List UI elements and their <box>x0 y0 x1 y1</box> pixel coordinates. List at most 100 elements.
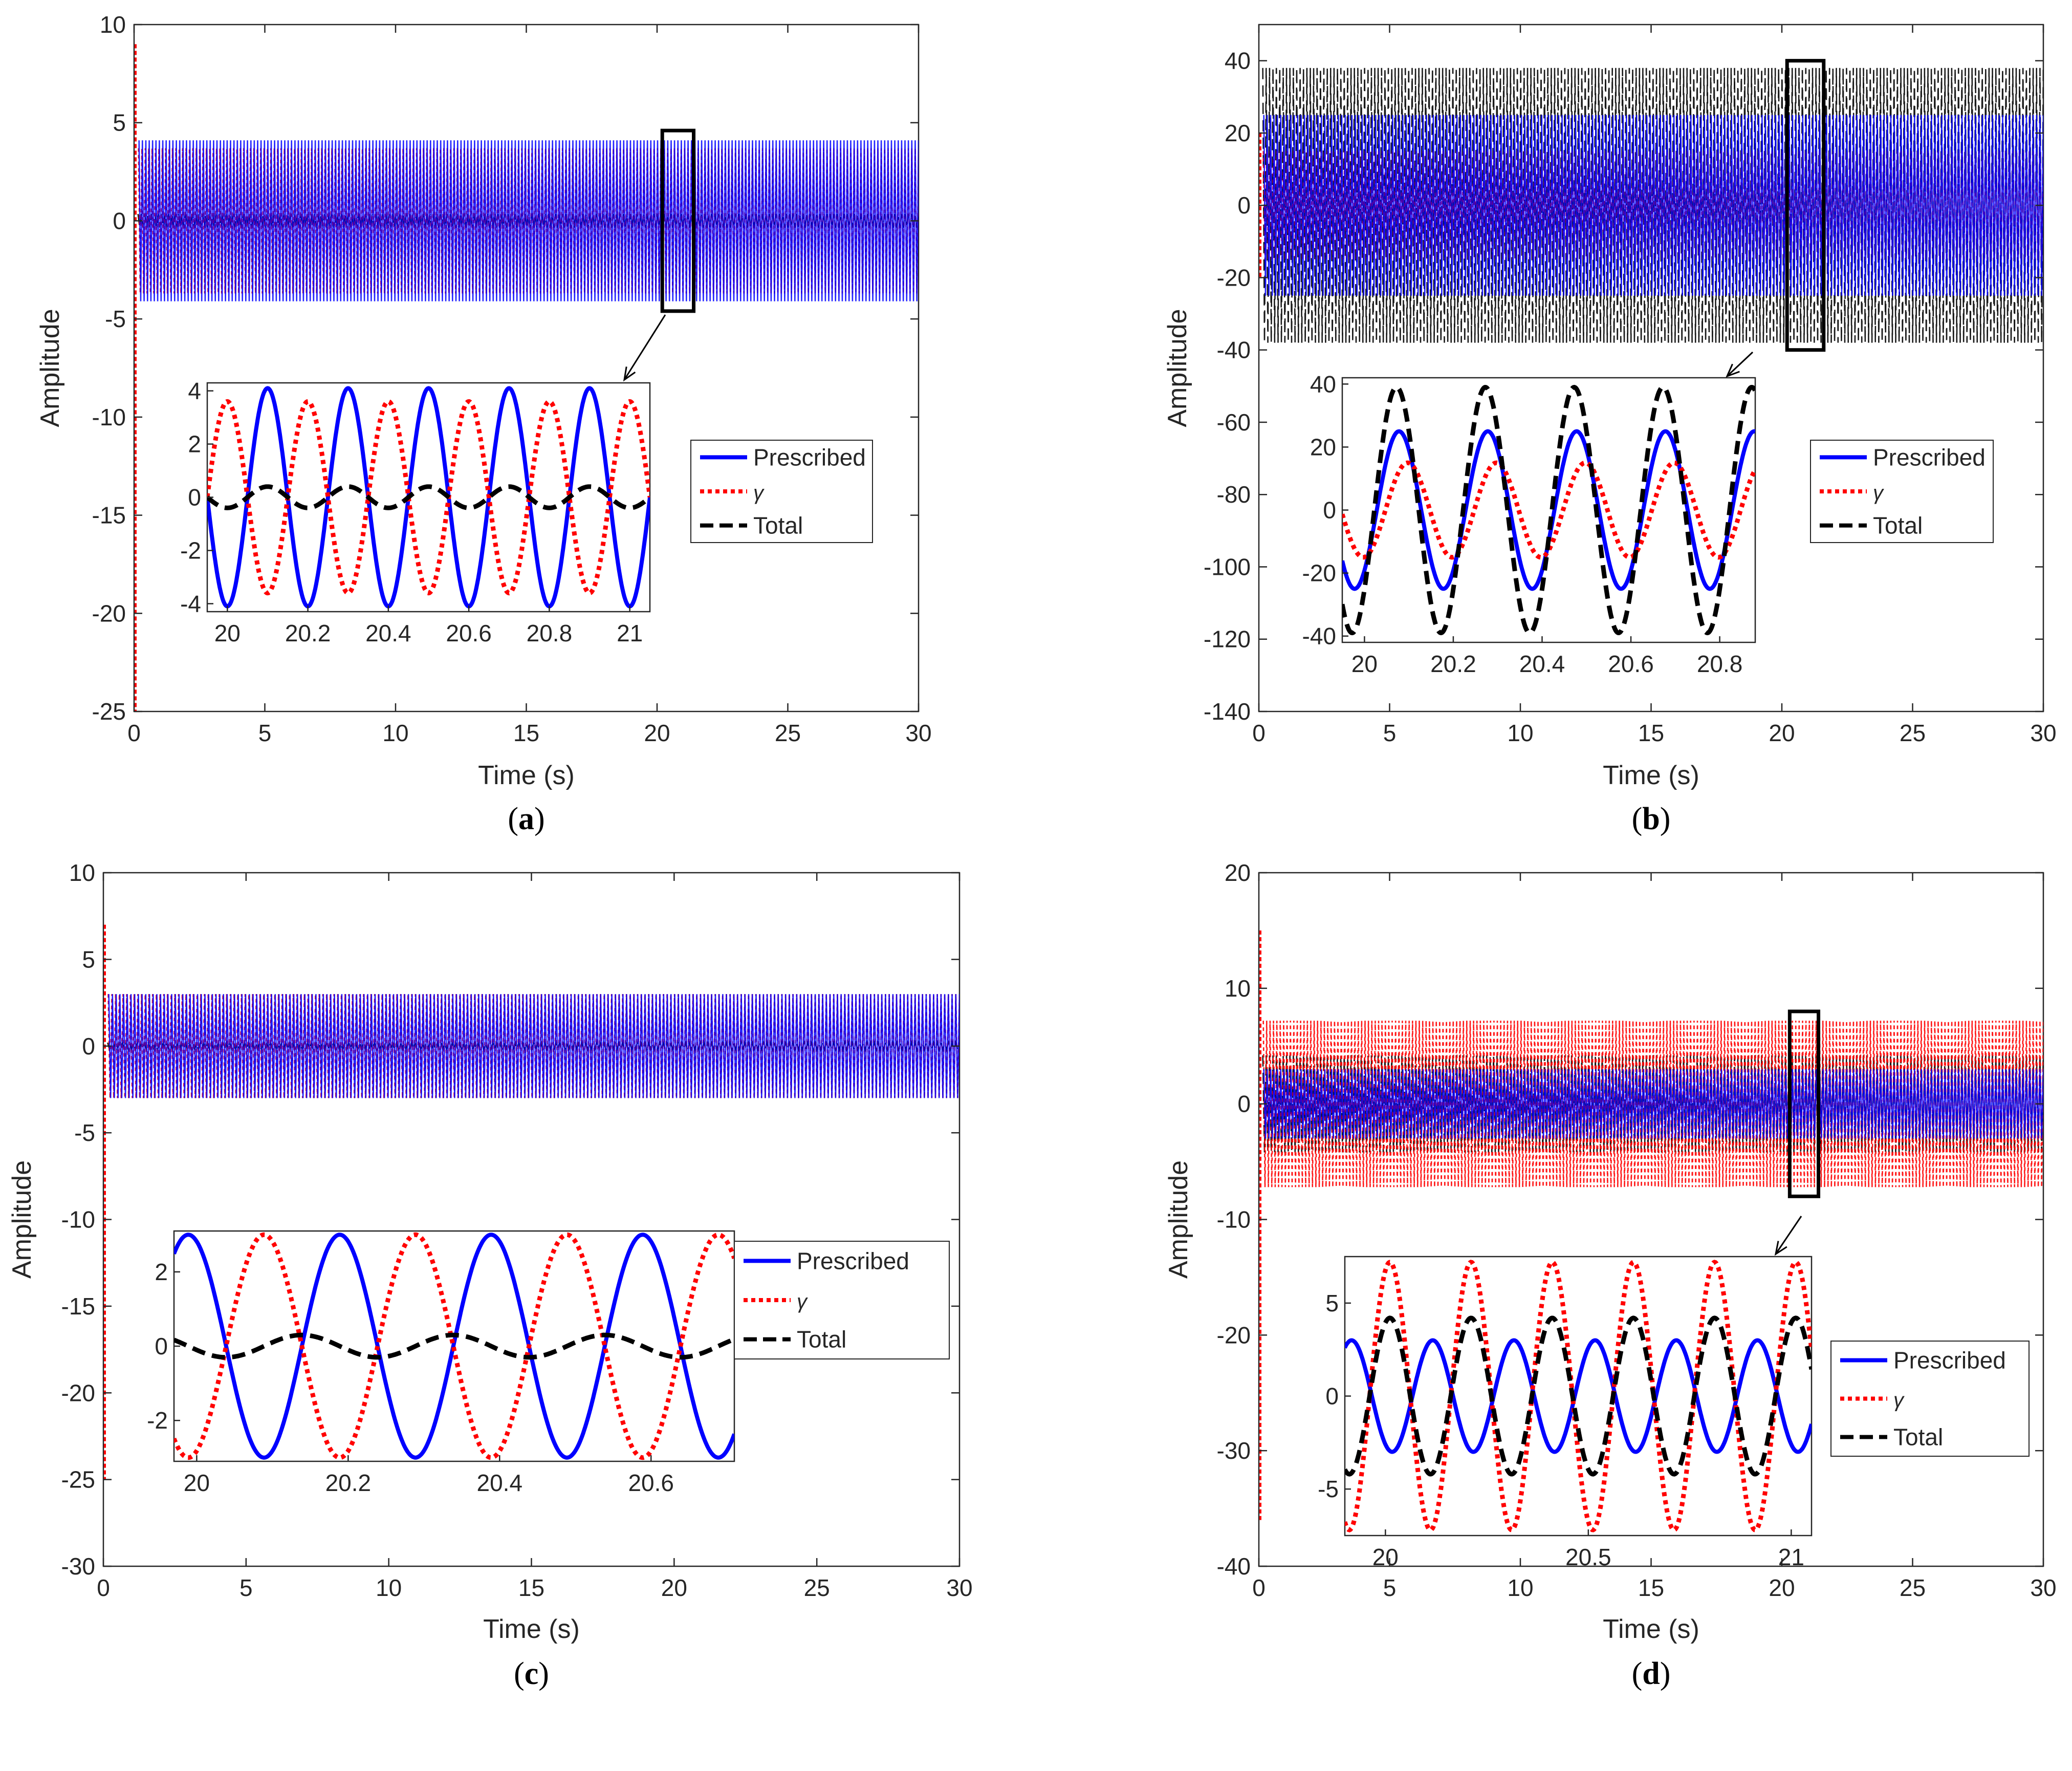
legend: Prescribed γ Total <box>734 1241 950 1359</box>
inset-series-total <box>207 484 650 510</box>
x-tick-label: 15 <box>513 720 539 746</box>
legend-label-gamma: γ <box>1893 1389 1905 1412</box>
chart-panel-b: 0 5 10 15 20 25 30 40 20 0 -20 -40 -60 -80 -100 -120 -14… <box>1163 24 2057 836</box>
inset-x-tick-label: 20 <box>214 620 241 646</box>
inset-series-group <box>1342 384 1755 636</box>
legend-label-total: Total <box>1893 1424 1943 1451</box>
x-tick-label: 0 <box>127 720 141 746</box>
zoom-arrow-head <box>1726 363 1740 378</box>
inset-x-tick-label: 21 <box>617 620 643 646</box>
inset-series-gamma <box>174 1232 734 1460</box>
y-tick-label: 5 <box>82 946 95 973</box>
legend-label-prescribed: Prescribed <box>1873 444 1986 470</box>
y-tick-label: 10 <box>1225 975 1251 1002</box>
inset-y-tick-label: -4 <box>180 590 201 617</box>
x-tick-label: 25 <box>775 720 801 746</box>
x-tick-label: 5 <box>239 1574 253 1601</box>
legend: Prescribed γ Total <box>690 440 873 543</box>
y-tick-label: 10 <box>69 859 95 886</box>
inset-x-tick-label: 20.4 <box>477 1470 523 1496</box>
x-tick-label: 10 <box>376 1574 402 1601</box>
x-tick-label: 25 <box>804 1574 830 1601</box>
x-tick-label: 20 <box>1769 720 1795 746</box>
inset-x-tick-label: 20.2 <box>1430 651 1476 677</box>
inset-plot: 20 20.5 21 5 0 -5 <box>1318 1256 1813 1570</box>
inset-x-tick-label: 21 <box>1778 1544 1804 1570</box>
y-tick-label: 20 <box>1225 859 1251 886</box>
zoom-arrow <box>623 314 666 380</box>
inset-x-tick-label: 20 <box>184 1470 210 1496</box>
panel-caption-letter: d <box>1642 1656 1660 1691</box>
inset-series-group <box>1345 1260 1812 1532</box>
x-axis-label: Time (s) <box>483 1614 580 1644</box>
series-line-prescribed <box>108 994 959 1098</box>
legend: Prescribed γ Total <box>1810 440 1994 543</box>
legend-label-prescribed: Prescribed <box>753 444 866 470</box>
legend-label-total: Total <box>797 1326 846 1353</box>
panel-caption-letter: c <box>525 1656 539 1691</box>
y-tick-label: 0 <box>113 207 126 234</box>
y-axis-label: Amplitude <box>35 309 65 427</box>
y-tick-label: 40 <box>1225 48 1251 74</box>
zoom-arrow <box>1775 1216 1802 1255</box>
inset-series-group <box>174 1232 734 1460</box>
legend-label-total: Total <box>753 512 803 539</box>
inset-x-tick-label: 20.8 <box>527 620 573 646</box>
inset-series-total <box>1342 384 1755 636</box>
x-tick-label: 20 <box>1769 1574 1795 1601</box>
inset-series-group <box>207 386 650 609</box>
inset-x-tick-label: 20.6 <box>1608 651 1654 677</box>
series-line-prescribed <box>138 140 919 301</box>
inset-y-tick-label: 20 <box>1310 434 1336 460</box>
y-tick-label: 20 <box>1225 120 1251 146</box>
zoom-arrow-head <box>1774 1241 1787 1256</box>
legend-label-total: Total <box>1873 512 1923 539</box>
x-tick-label: 5 <box>1383 720 1397 746</box>
inset-series-gamma <box>207 399 650 596</box>
zoom-box <box>1785 59 1826 352</box>
y-tick-label: -10 <box>92 404 126 430</box>
panel-caption: (b) <box>1632 802 1671 836</box>
y-tick-label: -120 <box>1204 626 1251 653</box>
y-tick-label: 5 <box>113 110 126 136</box>
inset-y-tick-label: 2 <box>155 1259 168 1285</box>
inset-y-tick-label: 0 <box>1323 497 1336 524</box>
inset-frame <box>206 382 651 613</box>
inset-x-tick-label: 20 <box>1372 1544 1399 1570</box>
y-tick-label: -40 <box>1217 1553 1251 1580</box>
inset-y-tick-label: -5 <box>1318 1476 1339 1502</box>
y-tick-label: -100 <box>1204 553 1251 580</box>
inset-plot: 20 20.2 20.4 20.620-2 <box>147 1230 735 1496</box>
x-tick-label: 15 <box>518 1574 544 1601</box>
chart-panel-d: 0 5 10 15 20 25 30 20 10 0 -10 -20 -30 -40 Time (s) Amp… <box>1164 859 2057 1691</box>
inset-x-tick-label: 20.2 <box>325 1470 372 1496</box>
inset-series-gamma <box>1345 1260 1812 1532</box>
panel-caption: (a) <box>508 802 544 836</box>
zoom-box <box>660 128 696 313</box>
inset-x-tick-label: 20.6 <box>446 620 492 646</box>
panel-caption-letter: b <box>1642 802 1660 836</box>
inset-x-tick-label: 20.5 <box>1565 1544 1611 1570</box>
legend-label-gamma: γ <box>797 1290 808 1313</box>
series-line-prescribed <box>1263 115 2043 296</box>
zoom-box <box>1787 1009 1821 1198</box>
y-axis-label: Amplitude <box>1164 1160 1193 1279</box>
x-tick-label: 30 <box>2030 720 2056 746</box>
x-tick-label: 30 <box>946 1574 972 1601</box>
y-tick-label: -5 <box>105 306 126 332</box>
inset-y-tick-label: 40 <box>1310 371 1336 397</box>
x-tick-label: 30 <box>2030 1574 2056 1601</box>
y-tick-label: -20 <box>61 1379 95 1406</box>
y-tick-label: -30 <box>1217 1437 1251 1464</box>
panel-caption-letter: a <box>518 802 534 836</box>
y-tick-label: -15 <box>61 1293 95 1320</box>
y-tick-label: -20 <box>1217 1322 1251 1348</box>
y-axis-label: Amplitude <box>1163 309 1192 427</box>
x-axis-label: Time (s) <box>1603 761 1699 790</box>
inset-x-tick-label: 20.2 <box>285 620 331 646</box>
x-tick-label: 15 <box>1638 720 1664 746</box>
panel-caption: (c) <box>514 1656 549 1691</box>
inset-series-total <box>174 1332 734 1360</box>
